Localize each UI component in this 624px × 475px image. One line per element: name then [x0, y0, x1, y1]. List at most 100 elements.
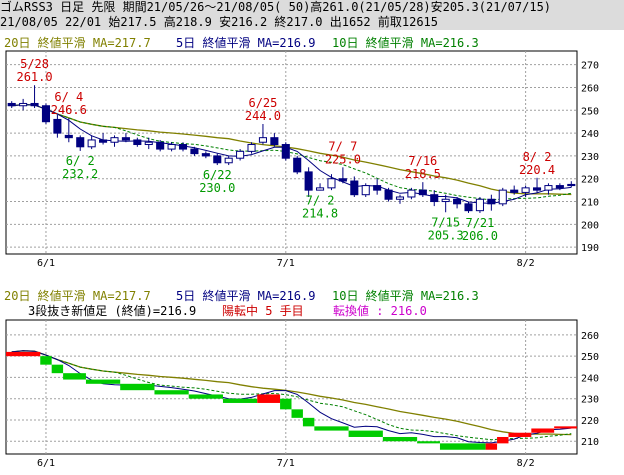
renko-brick-down [188, 394, 223, 399]
y-tick-label: 250 [581, 352, 599, 363]
candle-body [521, 187, 530, 193]
renko-brick-up [497, 436, 509, 444]
renko-brick-up [531, 428, 555, 433]
candlestick-panel: 20日 終値平滑 MA=217.7 5日 終値平滑 MA=216.9 10日 終値平… [4, 35, 599, 269]
renko-brick-up [257, 394, 281, 403]
candle-body [453, 198, 462, 205]
x-tick-label: 8/2 [517, 258, 535, 269]
candle-body [510, 189, 519, 193]
candle-body [236, 150, 245, 159]
renko-brick-up [508, 432, 532, 437]
legend-ma10: 10日 終値平滑 MA=216.3 [332, 288, 479, 303]
candle-body [7, 102, 16, 107]
annotation-high-date: 6/25 [248, 96, 277, 110]
candle-body [133, 139, 142, 146]
candle-body [64, 134, 73, 139]
y-tick-label: 230 [581, 395, 599, 406]
candle-body [258, 137, 267, 143]
renko-brick-down [417, 441, 440, 444]
x-tick-label: 8/2 [517, 458, 535, 469]
candle-body [87, 139, 96, 148]
candle-body [555, 185, 564, 189]
plot-frame [5, 319, 578, 455]
renko-brick-down [348, 430, 383, 437]
y-tick-label: 210 [581, 437, 599, 448]
annotation-high-price: 244.0 [245, 109, 281, 123]
renko-brick-down [314, 426, 349, 431]
annotation-high-date: 6/ 4 [54, 90, 83, 104]
ma-line-ma5 [11, 350, 572, 444]
x-tick-label: 7/1 [277, 458, 295, 469]
y-tick-label: 220 [581, 175, 599, 186]
candle-body [361, 185, 370, 196]
y-tick-label: 240 [581, 373, 599, 384]
candle-body [99, 139, 108, 143]
renko-brick-down [382, 436, 418, 442]
candle-body [407, 189, 416, 198]
candle-body [121, 137, 130, 141]
candle-body [441, 198, 450, 203]
candle-body [327, 178, 336, 189]
renko-brick-down [40, 356, 52, 365]
annotation-low-price: 232.2 [62, 167, 98, 181]
annotation-high-date: 7/16 [408, 154, 437, 168]
annotation-low-date: 6/22 [203, 168, 232, 182]
annotation-low-price: 230.0 [199, 181, 235, 195]
chart-header-period: ゴムRSS3 日足 先限 期間21/05/26～21/08/05( 50)高26… [0, 0, 624, 16]
candle-body [544, 185, 553, 191]
candle-body [338, 178, 347, 182]
annotation-low-date: 7/ 2 [306, 194, 335, 208]
renko-brick-down [439, 443, 486, 450]
legend-ma5: 5日 終値平滑 MA=216.9 [176, 288, 315, 303]
candle-body [293, 157, 302, 173]
annotation-low-price: 206.0 [462, 229, 498, 243]
renko-brick-down [280, 398, 292, 410]
chart-header-ohlc: 21/08/05 22/01 始217.5 高218.9 安216.2 終217… [0, 15, 624, 30]
annotation-high-date: 8/ 2 [523, 150, 552, 164]
legend-ma20: 20日 終値平滑 MA=217.7 [4, 35, 151, 50]
x-tick-label: 6/1 [37, 458, 55, 469]
legend-ma5: 5日 終値平滑 MA=216.9 [176, 35, 315, 50]
candle-body [316, 187, 325, 191]
candle-body [178, 144, 188, 150]
candle-body [281, 144, 290, 159]
y-tick-label: 250 [581, 106, 599, 117]
annotation-low-date: 6/ 2 [66, 154, 95, 168]
candle-body [304, 171, 313, 191]
x-tick-label: 7/1 [277, 258, 295, 269]
y-tick-label: 190 [581, 243, 599, 254]
annotation-high-price: 261.0 [16, 70, 52, 84]
legend-ma20: 20日 終値平滑 MA=217.7 [4, 288, 151, 303]
annotation-low-date: 7/15 [431, 215, 460, 229]
annotation-high-price: 246.6 [51, 103, 87, 117]
candle-body [430, 194, 439, 203]
candle-body [76, 137, 85, 148]
candle-body [487, 198, 496, 205]
candle-body [144, 141, 153, 146]
candle-body [110, 137, 119, 143]
renko-brick-up [554, 426, 577, 429]
y-tick-label: 240 [581, 129, 599, 140]
annotation-high-price: 225.0 [325, 152, 361, 166]
candle-body [384, 189, 393, 200]
annotation-low-price: 214.8 [302, 207, 338, 221]
renko-brick-down [120, 383, 155, 391]
candle-body [19, 102, 28, 107]
x-tick-label: 6/1 [37, 258, 55, 269]
renko-brick-up [485, 443, 498, 450]
candle-body [350, 180, 359, 196]
candle-body [247, 144, 256, 152]
annotation-high-price: 218.5 [405, 167, 441, 181]
annotation-high-date: 5/28 [20, 57, 49, 71]
annotation-high-price: 220.4 [519, 163, 555, 177]
candle-body [30, 102, 39, 107]
legend-ma10: 10日 終値平滑 MA=216.3 [332, 35, 479, 50]
candle-body [213, 155, 222, 164]
renko-brick-down [291, 409, 303, 418]
renko-reversal-label: 転換値 : 216.0 [333, 303, 427, 318]
renko-brick-down [154, 390, 189, 395]
candle-body [418, 189, 427, 196]
renko-brick-down [222, 398, 258, 403]
candle-body [567, 183, 576, 187]
candle-body [156, 141, 165, 150]
